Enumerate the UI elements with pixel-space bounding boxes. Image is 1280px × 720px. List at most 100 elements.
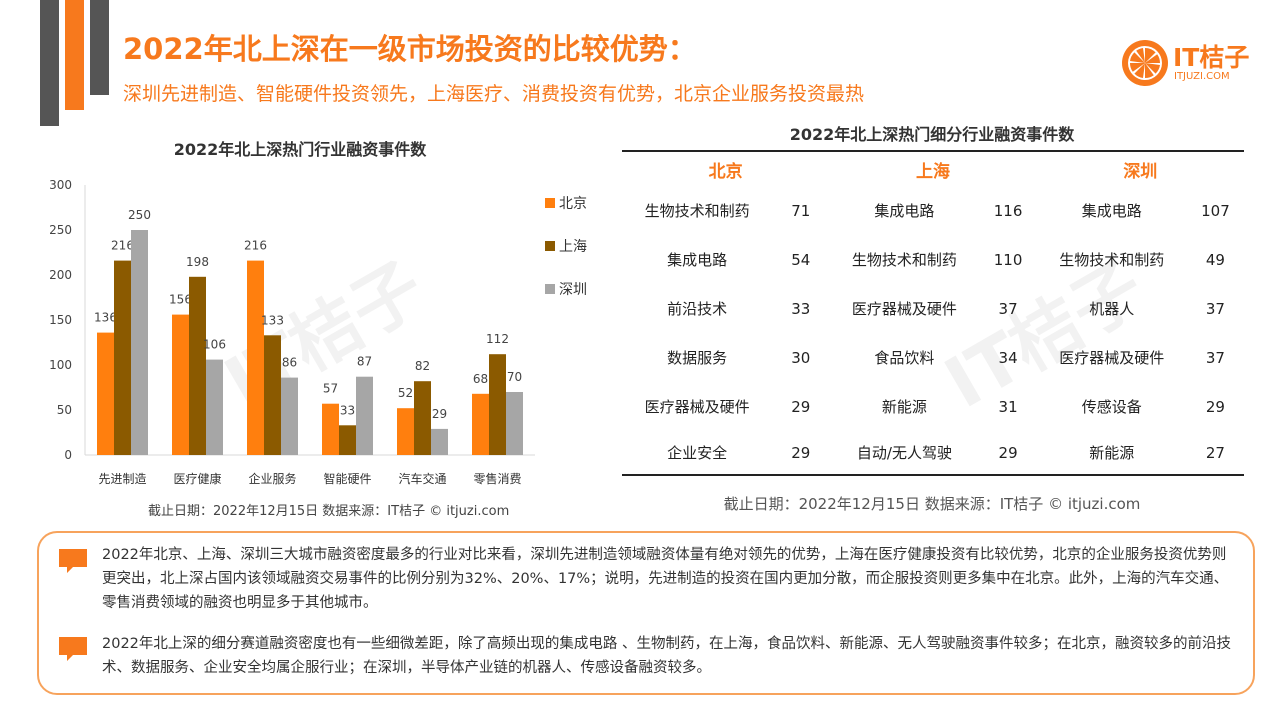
bar-北京 — [247, 260, 264, 455]
data-label: 33 — [340, 403, 355, 417]
legend-label: 深圳 — [559, 282, 587, 298]
x-tick-label: 企业服务 — [248, 471, 296, 486]
segment-name-cell: 生物技术和制药 — [644, 202, 750, 220]
data-label: 136 — [94, 311, 117, 325]
y-tick-label: 200 — [49, 268, 72, 282]
bar-北京 — [397, 408, 414, 455]
data-label: 216 — [244, 239, 267, 253]
orange-slice-icon — [1122, 40, 1168, 86]
segment-name-cell: 企业安全 — [622, 431, 773, 476]
segment-count-cell: 37 — [1205, 348, 1225, 367]
table-row: 医疗器械及硬件 29 新能源 31 传感设备 29 — [622, 382, 1244, 431]
x-tick-label: 智能硬件 — [323, 471, 371, 486]
segment-name-cell: 新能源 — [1036, 431, 1187, 476]
bar-上海 — [489, 354, 506, 455]
segment-count-cell: 34 — [998, 348, 1018, 367]
data-label: 156 — [169, 293, 192, 307]
summary-box: 2022年北京、上海、深圳三大城市融资密度最多的行业对比来看，深圳先进制造领域融… — [37, 531, 1255, 695]
bar-深圳 — [506, 392, 523, 455]
legend-swatch-上海 — [545, 241, 555, 251]
segment-name-cell: 生物技术和制药 — [1059, 251, 1165, 269]
bar-深圳 — [131, 230, 148, 455]
decor-bar-dark-2 — [90, 0, 109, 95]
x-tick-label: 汽车交通 — [398, 471, 446, 486]
bar-上海 — [339, 425, 356, 455]
segment-name-cell: 传感设备 — [1081, 398, 1142, 416]
segment-count-cell: 29 — [1205, 397, 1225, 416]
bar-上海 — [414, 381, 431, 455]
data-label: 216 — [111, 239, 134, 253]
segment-name-cell: 前沿技术 — [667, 300, 728, 318]
bar-深圳 — [206, 359, 223, 455]
summary-paragraph-2: 2022年北上深的细分赛道融资密度也有一些细微差距，除了高频出现的集成电路 、生… — [102, 636, 1232, 676]
data-label: 106 — [203, 338, 226, 352]
page-title: 2022年北上深在一级市场投资的比较优势： — [123, 32, 697, 66]
y-tick-label: 300 — [49, 178, 72, 192]
data-label: 250 — [128, 208, 151, 222]
chart-title: 2022年北上深热门行业融资事件数 — [173, 140, 427, 159]
header-shanghai: 上海 — [829, 150, 1037, 186]
data-label: 82 — [415, 359, 430, 373]
segment-count-cell: 107 — [1201, 201, 1230, 220]
itjuzi-logo: IT桔子 ITJUZI.COM — [1120, 38, 1255, 88]
segment-count-cell: 116 — [993, 201, 1023, 220]
table-row: 集成电路 54 生物技术和制药 110 生物技术和制药 49 — [622, 235, 1244, 284]
bar-北京 — [172, 314, 189, 455]
segment-table: 北京 上海 深圳 生物技术和制药 71 集成电路 116 集成电路 107 集成电路 54 生物… — [622, 150, 1244, 476]
y-tick-label: 250 — [49, 223, 72, 237]
data-label: 70 — [507, 370, 522, 384]
segment-name-cell: 集成电路 — [667, 251, 728, 269]
decor-bar-dark-1 — [40, 0, 59, 126]
segment-name-cell: 医疗器械及硬件 — [1059, 349, 1165, 367]
legend-swatch-北京 — [545, 198, 555, 208]
data-label: 29 — [432, 407, 447, 421]
bar-上海 — [189, 276, 206, 455]
segment-name-cell: 新能源 — [881, 398, 927, 416]
y-tick-label: 0 — [64, 448, 72, 462]
segment-count-cell: 110 — [993, 250, 1023, 269]
data-label: 68 — [473, 372, 488, 386]
page-subtitle: 深圳先进制造、智能硬件投资领先，上海医疗、消费投资有优势，北京企业服务投资最热 — [123, 83, 865, 105]
table-row: 数据服务 30 食品饮料 34 医疗器械及硬件 37 — [622, 333, 1244, 382]
segment-count-cell: 29 — [772, 431, 830, 476]
segment-count-cell: 27 — [1186, 431, 1244, 476]
table-footnote: 截止日期：2022年12月15日 数据来源：IT桔子 © itjuzi.com — [723, 495, 1141, 513]
table-row: 企业安全 29 自动/无人驾驶 29 新能源 27 — [622, 431, 1244, 476]
segment-count-cell: 31 — [998, 397, 1018, 416]
logo-text: IT桔子 — [1173, 43, 1250, 72]
segment-name-cell: 集成电路 — [1081, 202, 1142, 220]
bar-上海 — [114, 260, 131, 455]
segment-count-cell: 37 — [1205, 299, 1225, 318]
legend-swatch-深圳 — [545, 284, 555, 294]
data-label: 87 — [357, 355, 372, 369]
chart-footnote: 截止日期：2022年12月15日 数据来源：IT桔子 © itjuzi.com — [148, 504, 510, 519]
data-label: 86 — [282, 356, 297, 370]
segment-name-cell: 自动/无人驾驶 — [829, 431, 980, 476]
segment-name-cell: 机器人 — [1089, 300, 1135, 318]
segment-count-cell: 37 — [998, 299, 1018, 318]
table-row: 前沿技术 33 医疗器械及硬件 37 机器人 37 — [622, 284, 1244, 333]
segment-name-cell: 食品饮料 — [874, 349, 935, 367]
x-tick-label: 先进制造 — [98, 472, 146, 486]
bar-北京 — [322, 403, 339, 455]
logo-url: ITJUZI.COM — [1174, 71, 1230, 82]
table-title: 2022年北上深热门细分行业融资事件数 — [789, 125, 1075, 144]
data-label: 112 — [486, 332, 509, 346]
speech-bubble-icon — [59, 549, 87, 573]
segment-name-cell: 数据服务 — [667, 349, 728, 367]
x-tick-label: 医疗健康 — [173, 471, 221, 486]
summary-paragraph-1: 2022年北京、上海、深圳三大城市融资密度最多的行业对比来看，深圳先进制造领域融… — [102, 547, 1229, 611]
segment-count-cell: 54 — [791, 250, 811, 269]
segment-count-cell: 49 — [1205, 250, 1225, 269]
segment-name-cell: 医疗器械及硬件 — [644, 398, 750, 416]
legend-label: 上海 — [559, 239, 587, 255]
legend-label: 北京 — [559, 196, 587, 212]
y-tick-label: 50 — [57, 403, 72, 417]
bar-上海 — [264, 335, 281, 455]
x-tick-label: 零售消费 — [473, 471, 521, 486]
segment-name-cell: 集成电路 — [874, 202, 935, 220]
segment-count-cell: 71 — [791, 201, 811, 220]
table-header-row: 北京 上海 深圳 — [622, 150, 1244, 186]
segment-count-cell: 33 — [791, 299, 811, 318]
bar-北京 — [472, 393, 489, 455]
